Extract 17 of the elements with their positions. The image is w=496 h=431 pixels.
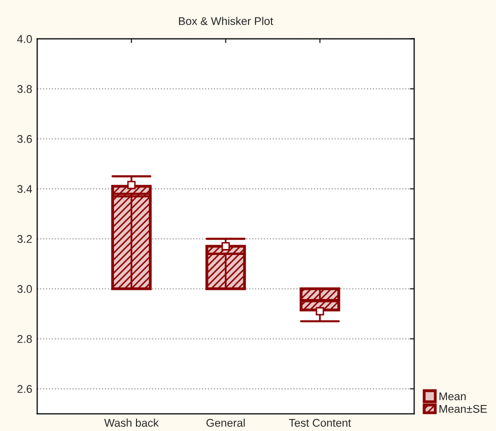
x-tick-label: General bbox=[206, 418, 245, 427]
point bbox=[222, 242, 230, 250]
y-tick-label: 2.6 bbox=[17, 385, 32, 393]
y-tick-label: 3.8 bbox=[17, 85, 32, 93]
y-tick-label: 2.8 bbox=[17, 335, 32, 343]
chart-title: Box & Whisker Plot bbox=[179, 16, 274, 26]
y-tick-label: 3.6 bbox=[17, 135, 32, 143]
x-tick-label: Test Content bbox=[288, 418, 352, 427]
legend-label: Mean±SE bbox=[440, 404, 487, 413]
y-tick-label: 3.2 bbox=[17, 235, 32, 243]
point bbox=[127, 180, 136, 190]
y-tick-label: 4.0 bbox=[17, 35, 32, 43]
y-tick-label: 3.0 bbox=[17, 285, 32, 293]
point bbox=[316, 307, 324, 316]
x-tick-label: Wash back bbox=[104, 418, 159, 427]
legend-label: Mean bbox=[440, 392, 466, 400]
y-tick-label: 3.4 bbox=[17, 185, 32, 193]
